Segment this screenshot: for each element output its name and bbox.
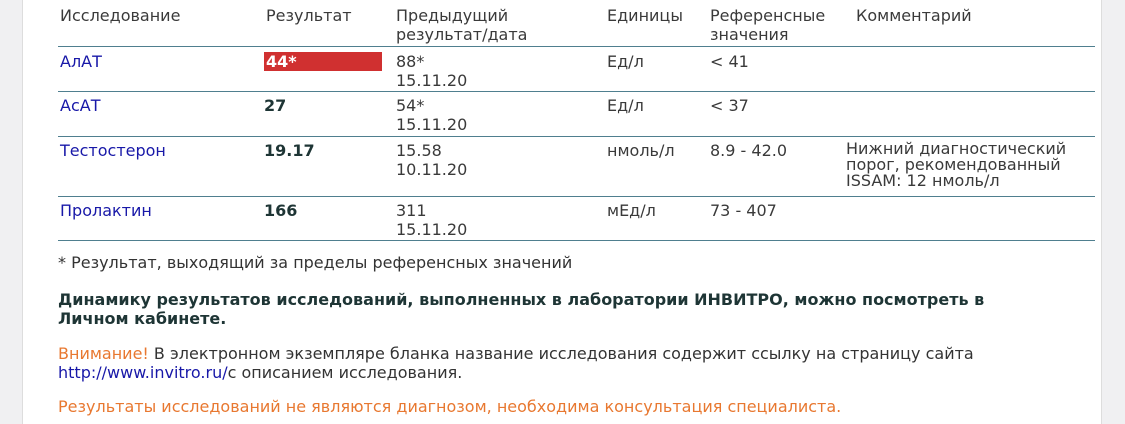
row-divider: [58, 240, 1095, 241]
units: Ед/л: [607, 52, 644, 71]
reference-range: < 37: [710, 96, 749, 115]
units: Ед/л: [607, 96, 644, 115]
warning-text: В электронном экземпляре бланка название…: [148, 344, 974, 363]
result-value: 166: [264, 201, 298, 220]
row-divider: [58, 91, 1095, 92]
warning-note: Внимание! В электронном экземпляре бланк…: [58, 344, 1038, 382]
reference-range: 8.9 - 42.0: [710, 141, 788, 160]
comment-line: порог, рекомендованный: [846, 155, 1061, 174]
previous-value: 88*: [396, 52, 425, 71]
previous-result: 88* 15.11.20: [396, 52, 467, 90]
previous-date: 15.11.20: [396, 220, 468, 239]
divider: [58, 46, 1095, 47]
reference-range: 73 - 407: [710, 201, 777, 220]
previous-result: 15.58 10.11.20: [396, 141, 467, 179]
previous-date: 15.11.20: [396, 71, 468, 90]
header-prev: Предыдущий результат/дата: [396, 6, 527, 44]
warning-tail: с описанием исследования.: [227, 363, 463, 382]
previous-value: 311: [396, 201, 427, 220]
footnote: * Результат, выходящий за пределы рефере…: [58, 253, 573, 272]
previous-value: 54*: [396, 96, 425, 115]
header-comment: Комментарий: [856, 6, 972, 25]
previous-result: 311 15.11.20: [396, 201, 467, 239]
comment: Нижний диагностический порог, рекомендов…: [846, 141, 1066, 189]
comment-line: ISSAM: 12 нмоль/л: [846, 171, 1000, 190]
header-ref-line2: значения: [710, 25, 789, 44]
header-result: Результат: [266, 6, 352, 25]
result-value: 19.17: [264, 141, 315, 160]
test-name-link[interactable]: Пролактин: [60, 201, 152, 220]
header-test: Исследование: [60, 6, 181, 25]
result-value: 27: [264, 96, 287, 115]
header-prev-line1: Предыдущий: [396, 6, 509, 25]
header-prev-line2: результат/дата: [396, 25, 528, 44]
comment-line: Нижний диагностический: [846, 139, 1067, 158]
dynamics-note: Динамику результатов исследований, выпол…: [58, 290, 985, 328]
header-ref: Референсные значения: [710, 6, 825, 44]
report-page: [22, 0, 1102, 424]
disclaimer: Результаты исследований не являются диаг…: [58, 397, 842, 416]
test-name-link[interactable]: АсАТ: [60, 96, 101, 115]
previous-value: 15.58: [396, 141, 442, 160]
previous-date: 15.11.20: [396, 115, 468, 134]
header-ref-line1: Референсные: [710, 6, 826, 25]
units: мЕд/л: [607, 201, 656, 220]
result-value: 44*: [264, 52, 382, 71]
warning-label: Внимание!: [58, 344, 149, 363]
header-units: Единицы: [607, 6, 683, 25]
previous-date: 10.11.20: [396, 160, 468, 179]
row-divider: [58, 196, 1095, 197]
reference-range: < 41: [710, 52, 749, 71]
row-divider: [58, 136, 1095, 137]
previous-result: 54* 15.11.20: [396, 96, 467, 134]
invitro-link[interactable]: http://www.invitro.ru/: [58, 363, 228, 382]
test-name-link[interactable]: АлАТ: [60, 52, 102, 71]
units: нмоль/л: [607, 141, 675, 160]
test-name-link[interactable]: Тестостерон: [60, 141, 166, 160]
